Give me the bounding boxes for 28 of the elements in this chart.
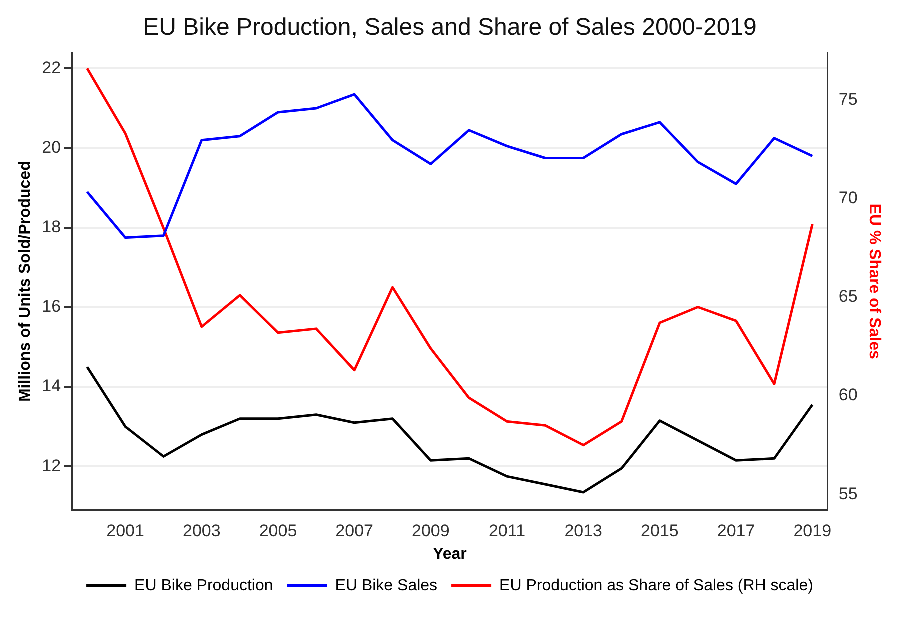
- chart-title: EU Bike Production, Sales and Share of Sales 2000-2019: [143, 14, 757, 42]
- x-tick-label: 2005: [259, 521, 298, 540]
- x-tick-label: 2019: [794, 521, 832, 540]
- x-tick-label: 2009: [412, 521, 450, 540]
- x-tick-label: 2001: [106, 521, 144, 540]
- legend-label: EU Bike Production: [134, 577, 274, 594]
- y-tick-label: 14: [42, 376, 62, 396]
- y2-tick-label: 60: [838, 386, 858, 405]
- y-tick-label: 20: [42, 138, 62, 157]
- x-tick-label: 2007: [336, 521, 374, 540]
- y2-tick-label: 65: [838, 287, 858, 306]
- x-tick-label: 2015: [641, 521, 679, 540]
- x-tick-label: 2011: [488, 521, 526, 540]
- y2-axis-title: EU % Share of Sales: [866, 204, 883, 360]
- legend-label: EU Production as Share of Sales (RH scale): [500, 577, 814, 594]
- x-tick-label: 2013: [564, 521, 603, 540]
- y2-tick-label: 75: [838, 90, 858, 109]
- y-tick-label: 16: [42, 297, 62, 316]
- y-tick-label: 22: [42, 58, 62, 78]
- y2-tick-label: 55: [838, 484, 858, 504]
- legend-label: EU Bike Sales: [335, 577, 438, 594]
- x-axis-title: Year: [433, 546, 467, 563]
- x-tick-label: 2003: [182, 521, 221, 540]
- y-tick-label: 18: [42, 218, 62, 237]
- y-axis-title: Millions of Units Sold/Produced: [17, 161, 34, 402]
- y2-tick-label: 70: [838, 188, 858, 208]
- x-tick-label: 2017: [717, 521, 756, 540]
- y-tick-label: 12: [42, 456, 62, 476]
